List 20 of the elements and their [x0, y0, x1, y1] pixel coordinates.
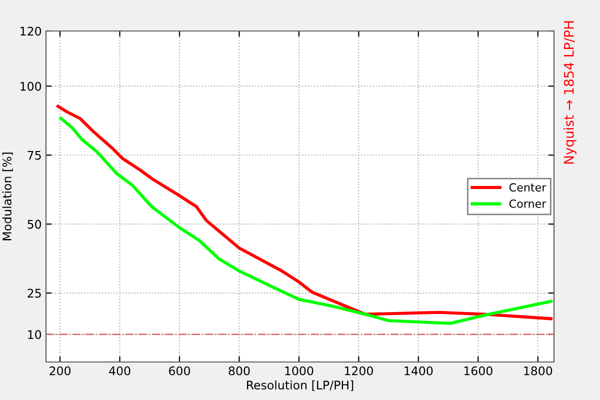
x-tick-label: 400 [109, 366, 130, 376]
y-tick-label: 25 [28, 288, 41, 298]
y-axis-title: Modulation [%] [2, 152, 13, 240]
y-tick-label: 75 [28, 151, 41, 160]
x-axis-title: Resolution [LP/PH] [247, 380, 354, 391]
y-tick-label: 100 [20, 82, 42, 91]
y-tick-label: 50 [28, 220, 42, 229]
x-tick-label: 1800 [524, 366, 552, 376]
x-tick-label: 200 [50, 366, 71, 376]
text: Nyquist → 1854 LP/PH [564, 21, 576, 164]
x-tick-label: 600 [169, 366, 190, 376]
x-tick-label: 1600 [464, 366, 492, 376]
x-tick-label: 1200 [344, 366, 373, 376]
y-tick-label: 10 [28, 330, 42, 340]
y-tick-label: 120 [20, 26, 42, 36]
x-tick-label: 800 [228, 366, 250, 376]
legend-label: Corner [509, 199, 546, 208]
x-tick-label: 1000 [285, 366, 314, 376]
x-tick-label: 1400 [404, 366, 433, 376]
legend-label: Center [509, 183, 546, 192]
